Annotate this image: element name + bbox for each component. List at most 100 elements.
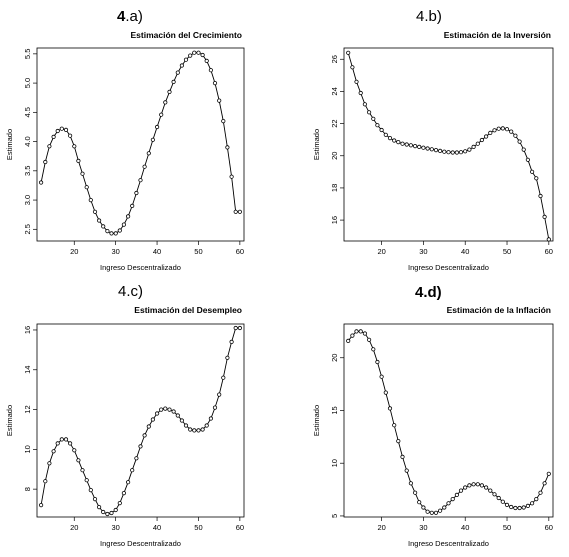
data-point [387,406,393,411]
data-point [463,485,468,490]
data-point [80,468,85,473]
data-point [183,423,189,428]
data-point [126,214,131,219]
data-point [417,500,422,505]
data-point [92,209,98,214]
y-tick-label: 14 [23,366,32,374]
data-point [538,490,543,495]
data-point [229,339,234,344]
data-point [159,112,164,117]
x-axis-label: Ingreso Descentralizado [100,539,181,548]
y-tick-label: 2.5 [23,224,32,234]
data-point [76,458,81,463]
data-point [113,507,118,513]
data-point [229,174,234,179]
series-line [40,327,240,515]
x-tick-label: 30 [111,247,119,256]
data-point [163,406,168,411]
data-point [396,438,401,444]
data-point [179,418,184,423]
x-tick-label: 50 [503,247,511,256]
data-point [171,79,176,85]
data-point [208,68,213,73]
data-point [358,329,363,334]
data-point [421,145,426,150]
data-point [233,325,238,331]
x-tick-label: 50 [194,247,202,256]
data-point [387,136,393,141]
data-point [383,132,388,137]
y-tick-label: 3.5 [23,166,32,176]
data-point [392,138,397,143]
data-point [454,150,459,155]
x-tick-label: 50 [503,523,511,532]
data-point [396,140,401,145]
data-point [366,110,372,115]
data-point [463,149,468,154]
data-point [192,50,197,55]
y-tick-label: 3.0 [23,195,32,205]
x-tick-label: 40 [461,523,469,532]
y-tick-label: 20 [330,152,339,160]
y-tick-label: 16 [330,216,339,224]
data-point [442,149,447,154]
data-point [138,444,143,449]
data-point [188,427,193,432]
data-point [146,151,151,156]
data-point [88,487,93,493]
data-point [542,481,547,486]
data-point [117,228,122,233]
panel-label-4d: 4.d) [415,284,442,301]
data-point [155,411,160,416]
x-tick-label: 20 [377,523,385,532]
data-point [150,417,155,422]
data-point [496,126,501,131]
data-point [525,157,531,162]
data-point [450,150,455,155]
y-tick-label: 8 [23,487,32,491]
data-point [488,130,493,135]
panel-label-letter: .c) [126,283,144,300]
panel-label-4a: 4.a) [117,8,143,25]
data-point [400,454,405,459]
data-point [425,509,430,514]
data-point [500,126,505,131]
chart-title: Estimación del Crecimiento [131,30,242,40]
data-point [204,423,209,428]
data-point [504,502,510,507]
data-point [471,482,476,487]
data-point [425,146,430,151]
data-point [109,510,114,516]
data-point [529,501,535,506]
data-point [192,428,197,433]
data-point [467,483,472,488]
data-point [175,413,180,418]
data-point [458,488,464,493]
data-point [43,159,48,165]
data-point [92,496,98,502]
data-point [55,128,60,134]
data-point [121,222,127,227]
series-line [347,52,550,240]
data-point [130,203,135,208]
y-tick-label: 18 [330,184,339,192]
data-point [400,141,405,146]
plot-frame [36,47,245,242]
panel-label-num: 4 [118,283,127,300]
data-point [483,485,489,490]
data-point [142,433,147,438]
data-point [167,407,172,412]
data-point [504,127,510,132]
data-point [101,224,106,229]
data-point [408,143,413,148]
y-tick-label: 12 [23,405,32,413]
data-point [101,509,106,515]
data-point [496,495,501,501]
data-point [517,139,522,144]
data-point [146,424,151,429]
data-point [546,237,551,242]
data-point [121,490,127,496]
y-axis-label: Estimado [312,129,321,160]
x-tick-label: 30 [419,523,427,532]
data-point [76,158,81,163]
